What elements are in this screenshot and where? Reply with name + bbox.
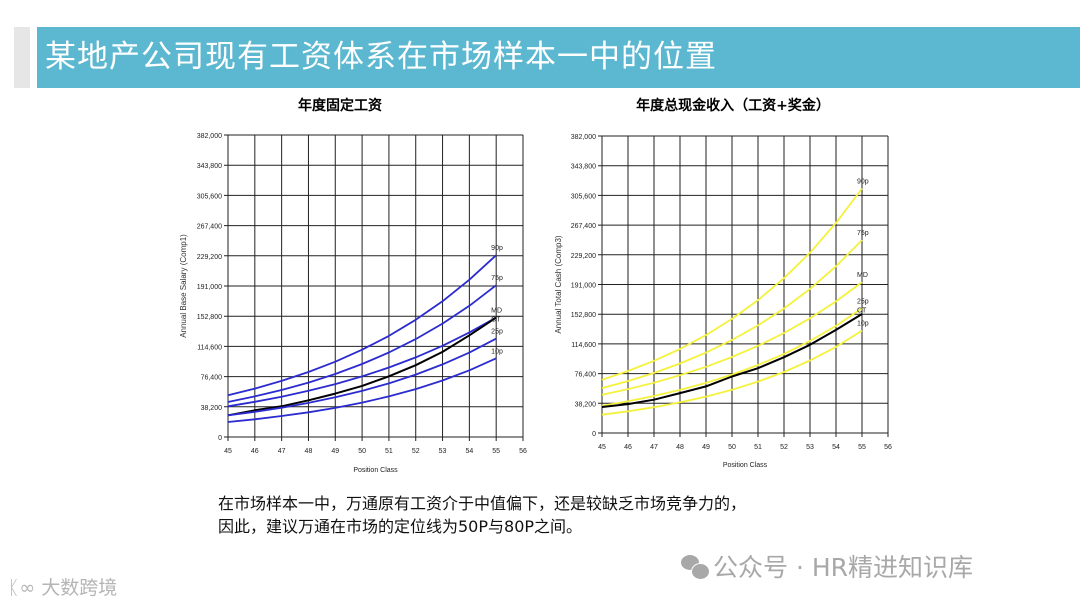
y-tick-label: 76,400 xyxy=(201,375,223,382)
y-tick-label: 0 xyxy=(592,431,596,438)
x-tick-label: 48 xyxy=(676,444,684,451)
wechat-watermark: 公众号 · HR精进知识库 xyxy=(681,548,973,584)
conclusion-line-1: 在市场样本一中，万通原有工资介于中值偏下，还是较缺乏市场竞争力的， xyxy=(218,494,747,513)
x-tick-label: 47 xyxy=(650,444,658,451)
page-title: 某地产公司现有工资体系在市场样本一中的位置 xyxy=(45,39,717,75)
y-tick-label: 229,200 xyxy=(571,253,596,260)
x-tick-label: 52 xyxy=(780,444,788,451)
y-tick-label: 343,800 xyxy=(571,164,596,171)
series-label-md: MD xyxy=(491,308,502,315)
series-line-ct xyxy=(601,313,863,408)
series-label-75p: 75p xyxy=(857,230,869,237)
y-tick-label: 229,200 xyxy=(197,254,222,261)
series-line-25p xyxy=(227,337,497,417)
brand-logo-icon: ᛕ∞ xyxy=(8,577,42,599)
series-line-md xyxy=(227,316,497,408)
x-tick-label: 50 xyxy=(358,448,366,455)
series-label-10p: 10p xyxy=(491,348,503,355)
series-label-25p: 25p xyxy=(857,298,869,305)
y-tick-label: 114,600 xyxy=(197,344,222,351)
y-tick-label: 305,600 xyxy=(197,193,222,200)
x-tick-label: 48 xyxy=(305,448,313,455)
x-tick-label: 53 xyxy=(806,444,814,451)
x-tick-label: 54 xyxy=(832,444,840,451)
x-tick-label: 46 xyxy=(251,448,259,455)
conclusion-line-2: 因此，建议万通在市场的定位线为50P与80P之间。 xyxy=(218,517,583,536)
y-tick-label: 382,000 xyxy=(571,134,596,141)
base-salary-chart: 45 46 47 48 49 50 51 52 53 54 55 56 0 38,200 76,400 114… xyxy=(179,133,527,474)
y-tick-label: 114,600 xyxy=(571,342,596,349)
x-axis-label: Position Class xyxy=(353,467,398,474)
y-axis-label: Annual Base Salary (Comp1) xyxy=(179,234,188,338)
x-tick-label: 55 xyxy=(858,444,866,451)
series-line-90p xyxy=(601,187,863,381)
series-label-ct: CT xyxy=(857,307,867,314)
x-tick-label: 50 xyxy=(728,444,736,451)
y-tick-label: 38,200 xyxy=(575,401,597,408)
y-tick-label: 76,400 xyxy=(575,372,597,379)
wechat-icon xyxy=(681,555,710,580)
header-bar: 某地产公司现有工资体系在市场样本一中的位置 xyxy=(37,27,1080,88)
series-label-25p: 25p xyxy=(491,329,503,336)
x-tick-label: 45 xyxy=(598,444,606,451)
x-tick-label: 53 xyxy=(439,448,447,455)
y-tick-label: 152,800 xyxy=(197,314,222,321)
x-tick-label: 51 xyxy=(754,444,762,451)
header-accent-block xyxy=(14,27,30,88)
x-tick-label: 51 xyxy=(385,448,393,455)
brand-watermark: ᛕ∞ 大数跨境 xyxy=(8,573,117,600)
total-cash-chart: 45 46 47 48 49 50 51 52 53 54 55 56 0 38,200 76,400 114… xyxy=(554,134,892,469)
series-line-10p xyxy=(601,329,863,416)
series-label-90p: 90p xyxy=(491,245,503,252)
right-chart-title: 年度总现金收入（工资+奖金） xyxy=(636,98,830,114)
series-label-75p: 75p xyxy=(491,275,503,282)
y-tick-label: 267,400 xyxy=(197,224,222,231)
y-tick-label: 152,800 xyxy=(571,312,596,319)
conclusion-text: 在市场样本一中，万通原有工资介于中值偏下，还是较缺乏市场竞争力的， 因此，建议万… xyxy=(218,492,746,538)
y-tick-label: 382,000 xyxy=(197,133,222,140)
series-line-90p xyxy=(227,254,497,397)
series-line-10p xyxy=(227,357,497,423)
series-line-75p xyxy=(601,239,863,389)
series-label-md: MD xyxy=(857,272,868,279)
y-axis-label: Annual Total Cash (Comp3) xyxy=(554,235,563,333)
x-tick-label: 56 xyxy=(519,448,527,455)
x-tick-label: 52 xyxy=(412,448,420,455)
left-chart-title: 年度固定工资 xyxy=(298,98,382,114)
series-label-10p: 10p xyxy=(857,321,869,328)
x-tick-label: 49 xyxy=(331,448,339,455)
y-tick-label: 0 xyxy=(218,435,222,442)
x-tick-label: 46 xyxy=(624,444,632,451)
x-tick-label: 55 xyxy=(492,448,500,455)
series-line-md xyxy=(601,281,863,396)
x-tick-label: 47 xyxy=(278,448,286,455)
y-tick-label: 191,000 xyxy=(197,284,222,291)
series-line-75p xyxy=(227,284,497,403)
y-tick-label: 305,600 xyxy=(571,193,596,200)
series-label-90p: 90p xyxy=(857,179,869,186)
brand-watermark-text: 大数跨境 xyxy=(41,577,118,599)
wechat-watermark-text: 公众号 · HR精进知识库 xyxy=(713,553,974,582)
y-tick-label: 191,000 xyxy=(571,283,596,290)
x-tick-label: 45 xyxy=(224,448,232,455)
y-tick-label: 343,800 xyxy=(197,163,222,170)
series-label-ct: CT xyxy=(491,317,501,324)
x-axis-label: Position Class xyxy=(723,462,768,469)
x-tick-label: 49 xyxy=(702,444,710,451)
y-tick-label: 267,400 xyxy=(571,223,596,230)
x-tick-label: 54 xyxy=(465,448,473,455)
series-line-ct xyxy=(227,316,497,417)
x-tick-label: 56 xyxy=(884,444,892,451)
y-tick-label: 38,200 xyxy=(201,405,223,412)
series-line-25p xyxy=(601,307,863,407)
